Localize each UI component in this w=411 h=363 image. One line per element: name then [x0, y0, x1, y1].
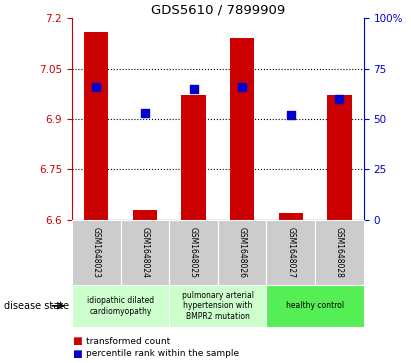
Text: percentile rank within the sample: percentile rank within the sample — [86, 350, 240, 358]
Bar — [230, 38, 254, 220]
Bar — [84, 32, 109, 220]
Text: transformed count: transformed count — [86, 337, 171, 346]
Bar — [181, 95, 206, 220]
Text: healthy control: healthy control — [286, 301, 344, 310]
Point — [287, 112, 294, 118]
Text: idiopathic dilated
cardiomyopathy: idiopathic dilated cardiomyopathy — [87, 296, 154, 315]
Text: GSM1648028: GSM1648028 — [335, 227, 344, 278]
Text: GSM1648023: GSM1648023 — [92, 227, 101, 278]
Text: pulmonary arterial
hypertension with
BMPR2 mutation: pulmonary arterial hypertension with BMP… — [182, 291, 254, 321]
Text: GSM1648026: GSM1648026 — [238, 227, 247, 278]
Text: GSM1648027: GSM1648027 — [286, 227, 295, 278]
Point — [141, 110, 148, 116]
Point — [239, 84, 245, 90]
Text: GSM1648025: GSM1648025 — [189, 227, 198, 278]
Bar — [327, 95, 351, 220]
Text: GSM1648024: GSM1648024 — [141, 227, 149, 278]
Title: GDS5610 / 7899909: GDS5610 / 7899909 — [151, 4, 285, 17]
Text: ■: ■ — [72, 349, 82, 359]
Point — [190, 86, 197, 91]
Text: ■: ■ — [72, 336, 82, 346]
Bar — [279, 213, 303, 220]
Point — [93, 84, 99, 90]
Text: disease state: disease state — [4, 301, 69, 311]
Bar — [133, 209, 157, 220]
Point — [336, 96, 343, 102]
